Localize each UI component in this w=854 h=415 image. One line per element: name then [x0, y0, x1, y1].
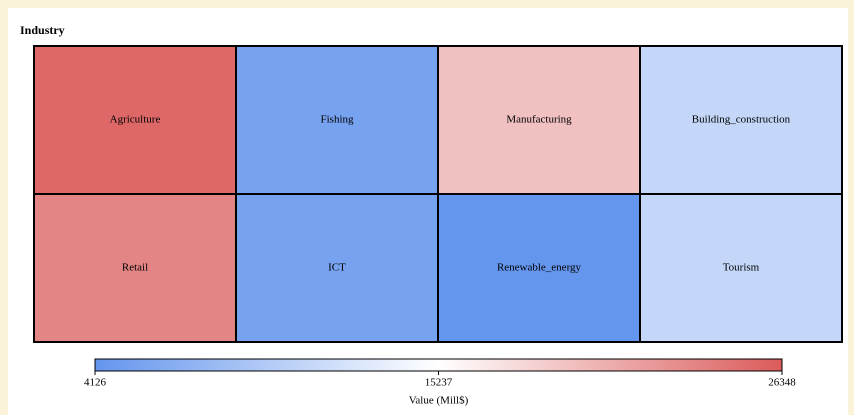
tile [639, 45, 843, 195]
tile-label: Agriculture [110, 114, 161, 126]
tile-label: ICT [328, 262, 346, 274]
colorbar-tick-label: 4126 [84, 377, 107, 389]
tile [33, 45, 237, 195]
tile-label: Retail [122, 262, 148, 274]
tile-label: Building_construction [692, 114, 791, 126]
tile [639, 193, 843, 343]
colorbar-tick-label: 15237 [425, 377, 453, 389]
tile [437, 193, 641, 343]
tile-label: Tourism [723, 262, 760, 274]
tile [235, 45, 439, 195]
tile-label: Renewable_energy [497, 262, 582, 274]
colorbar-tick-label: 26348 [768, 377, 796, 389]
tile-label: Fishing [320, 114, 354, 126]
tile [33, 193, 237, 343]
tile [235, 193, 439, 343]
chart-title: Industry [20, 23, 65, 37]
tile [437, 45, 641, 195]
tile-label: Manufacturing [506, 114, 572, 126]
colorbar-label: Value (Mill$) [409, 395, 469, 407]
colorbar [94, 358, 783, 372]
